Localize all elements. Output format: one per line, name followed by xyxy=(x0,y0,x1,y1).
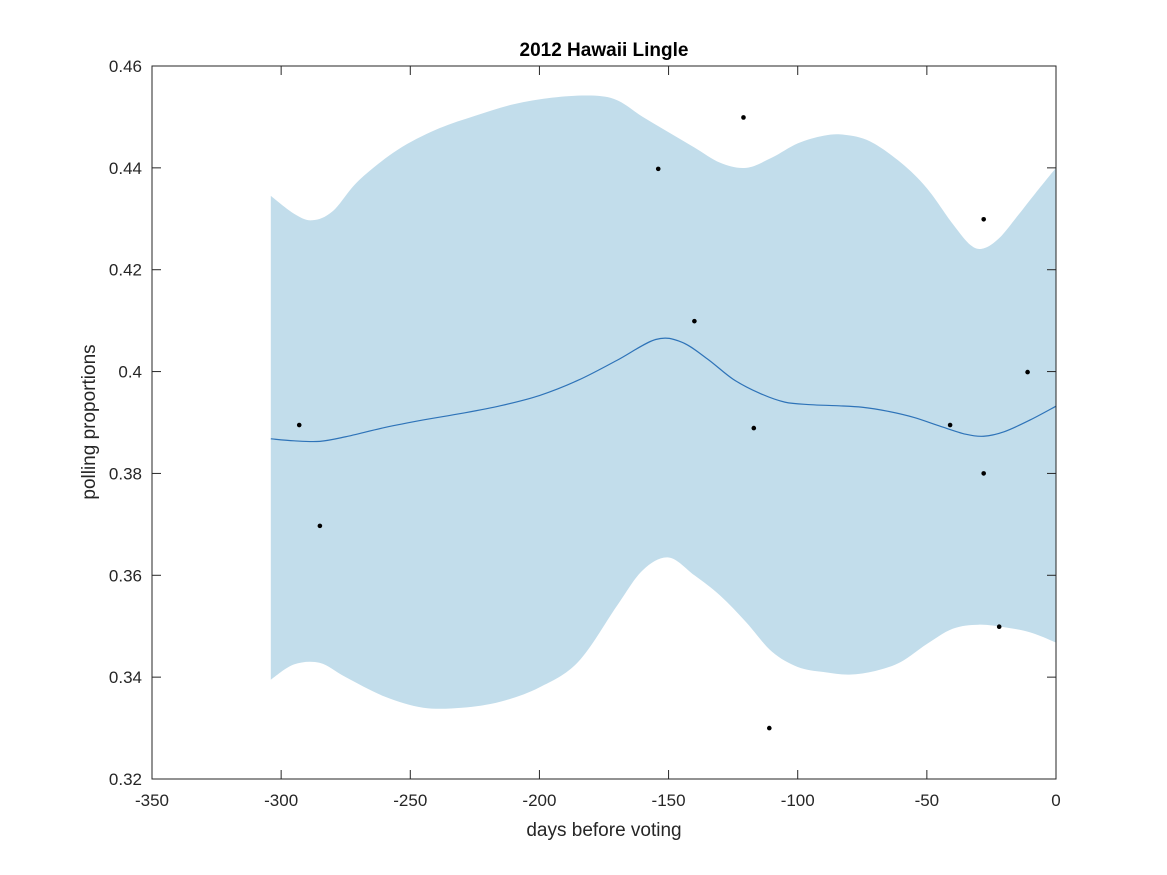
data-point xyxy=(751,425,757,431)
axes-box xyxy=(151,65,1057,780)
y-tick-label: 0.32 xyxy=(109,770,142,789)
data-point xyxy=(947,422,953,428)
fit-line xyxy=(270,337,1057,443)
y-axis-ticks: 0.32 0.34 0.36 0.38 0.4 0.42 0.44 0.46 xyxy=(109,57,1056,789)
x-tick-label: -100 xyxy=(781,791,815,810)
y-tick-label: 0.34 xyxy=(109,668,142,687)
data-point xyxy=(741,115,746,120)
plot-area xyxy=(270,95,1057,731)
x-tick-label: -50 xyxy=(915,791,940,810)
x-tick-label: -250 xyxy=(393,791,427,810)
chart-title: 2012 Hawaii Lingle xyxy=(520,40,689,61)
x-tick-label: 0 xyxy=(1051,791,1060,810)
y-tick-label: 0.46 xyxy=(109,57,142,76)
x-tick-label: -350 xyxy=(135,791,169,810)
x-tick-label: -200 xyxy=(522,791,556,810)
y-tick-label: 0.4 xyxy=(118,363,142,382)
confidence-band xyxy=(270,95,1056,709)
data-point xyxy=(767,725,772,731)
y-tick-label: 0.42 xyxy=(109,261,142,280)
x-tick-label: -300 xyxy=(264,791,298,810)
data-point xyxy=(296,422,302,428)
x-tick-label: -150 xyxy=(652,791,686,810)
y-tick-label: 0.44 xyxy=(109,159,142,178)
data-point xyxy=(1025,369,1030,375)
data-point xyxy=(317,523,323,529)
y-tick-label: 0.38 xyxy=(109,464,142,483)
data-point xyxy=(692,318,697,324)
x-axis-ticks: -350 -300 -250 -200 -150 -100 -50 0 xyxy=(135,66,1061,810)
y-tick-label: 0.36 xyxy=(109,566,142,585)
data-point xyxy=(981,471,986,476)
data-point xyxy=(655,166,661,172)
data-points xyxy=(296,115,1030,731)
x-axis-label: days before voting xyxy=(526,820,681,841)
data-point xyxy=(996,624,1002,630)
y-axis-label: polling proportions xyxy=(79,344,100,499)
data-point xyxy=(981,216,986,222)
